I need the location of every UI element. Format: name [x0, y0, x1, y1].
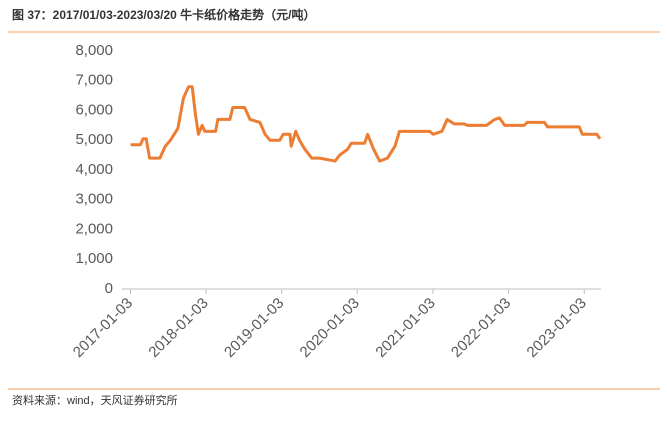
y-tick-label: 7,000	[75, 72, 113, 89]
x-tick-label: 2017-01-03	[70, 295, 136, 361]
y-tick-label: 1,000	[75, 250, 113, 267]
y-tick-label: 8,000	[75, 42, 113, 59]
x-tick-label: 2020-01-03	[297, 295, 363, 361]
x-tick-label: 2018-01-03	[145, 295, 211, 361]
x-tick-label: 2023-01-03	[524, 295, 590, 361]
y-tick-label: 0	[105, 280, 113, 297]
y-tick-label: 5,000	[75, 131, 113, 148]
source-note: 资料来源：wind，天风证券研究所	[12, 393, 178, 407]
data-line	[130, 85, 602, 163]
y-tick-label: 6,000	[75, 101, 113, 118]
x-tick-label: 2019-01-03	[221, 295, 287, 361]
y-tick-label: 3,000	[75, 191, 113, 208]
y-tick-label: 2,000	[75, 220, 113, 237]
y-tick-label: 4,000	[75, 161, 113, 178]
chart-title: 图 37：2017/01/03-2023/03/20 牛卡纸价格走势（元/吨）	[12, 7, 315, 22]
x-tick-label: 2022-01-03	[448, 295, 514, 361]
x-tick-label: 2021-01-03	[372, 295, 438, 361]
